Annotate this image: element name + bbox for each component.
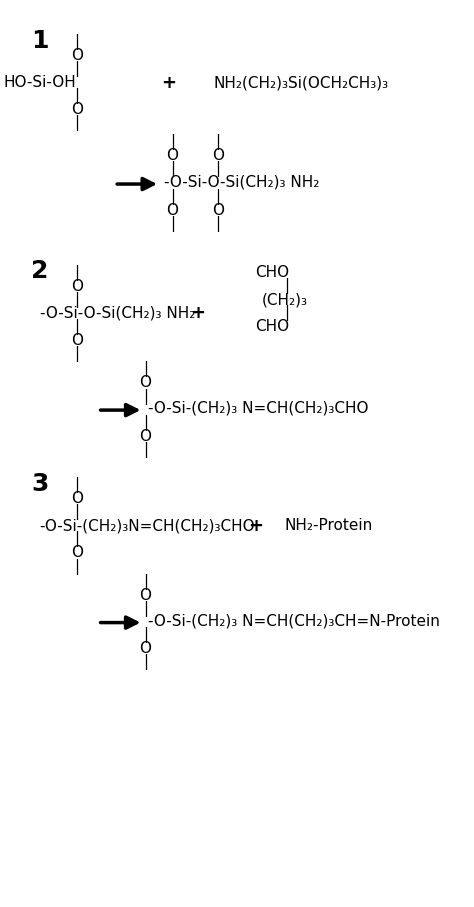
Text: |: | (143, 388, 148, 405)
Text: |: | (216, 189, 220, 205)
Text: |: | (143, 442, 148, 458)
Text: +: + (190, 305, 205, 322)
Text: |: | (74, 477, 80, 493)
Text: |: | (74, 61, 80, 77)
Text: O: O (139, 641, 151, 657)
Text: |: | (170, 133, 175, 150)
Text: |: | (284, 278, 289, 294)
Text: |: | (74, 292, 80, 307)
Text: CHO: CHO (255, 265, 289, 280)
Text: |: | (143, 414, 148, 431)
Text: 2: 2 (31, 259, 49, 283)
Text: CHO: CHO (255, 319, 289, 335)
Text: |: | (216, 161, 220, 177)
Text: |: | (74, 265, 80, 280)
Text: |: | (74, 115, 80, 132)
Text: |: | (143, 361, 148, 377)
Text: |: | (170, 189, 175, 205)
Text: O: O (139, 429, 151, 444)
Text: |: | (143, 601, 148, 617)
Text: |: | (74, 34, 80, 50)
Text: O: O (139, 588, 151, 603)
Text: O: O (212, 148, 224, 162)
Text: |: | (216, 133, 220, 150)
Text: 3: 3 (31, 472, 49, 495)
Text: 1: 1 (31, 28, 49, 53)
Text: O: O (71, 545, 83, 561)
Text: NH₂-Protein: NH₂-Protein (284, 518, 373, 533)
Text: |: | (74, 319, 80, 335)
Text: |: | (74, 532, 80, 548)
Text: HO-Si-OH: HO-Si-OH (3, 75, 76, 91)
Text: +: + (248, 517, 263, 535)
Text: O: O (71, 102, 83, 117)
Text: |: | (170, 161, 175, 177)
Text: +: + (161, 73, 176, 92)
Text: NH₂(CH₂)₃Si(OCH₂CH₃)₃: NH₂(CH₂)₃Si(OCH₂CH₃)₃ (214, 75, 389, 91)
Text: O: O (71, 333, 83, 348)
Text: O: O (166, 148, 178, 162)
Text: (CH₂)₃: (CH₂)₃ (262, 292, 308, 307)
Text: |: | (143, 574, 148, 590)
Text: O: O (71, 278, 83, 294)
Text: -O-Si-(CH₂)₃ N=CH(CH₂)₃CH=N-Protein: -O-Si-(CH₂)₃ N=CH(CH₂)₃CH=N-Protein (147, 613, 439, 629)
Text: -O-Si-(CH₂)₃N=CH(CH₂)₃CHO: -O-Si-(CH₂)₃N=CH(CH₂)₃CHO (40, 518, 255, 533)
Text: O: O (71, 48, 83, 63)
Text: O: O (139, 375, 151, 391)
Text: |: | (216, 216, 220, 232)
Text: -O-Si-O-Si(CH₂)₃ NH₂: -O-Si-O-Si(CH₂)₃ NH₂ (40, 306, 195, 321)
Text: |: | (284, 306, 289, 321)
Text: O: O (212, 203, 224, 218)
Text: -O-Si-(CH₂)₃ N=CH(CH₂)₃CHO: -O-Si-(CH₂)₃ N=CH(CH₂)₃CHO (147, 401, 368, 415)
Text: |: | (74, 559, 80, 574)
Text: -O-Si-O-Si(CH₂)₃ NH₂: -O-Si-O-Si(CH₂)₃ NH₂ (164, 175, 319, 190)
Text: O: O (166, 203, 178, 218)
Text: |: | (143, 654, 148, 670)
Text: |: | (170, 216, 175, 232)
Text: |: | (74, 88, 80, 104)
Text: |: | (143, 628, 148, 643)
Text: O: O (71, 492, 83, 506)
Text: |: | (74, 504, 80, 521)
Text: |: | (74, 346, 80, 362)
